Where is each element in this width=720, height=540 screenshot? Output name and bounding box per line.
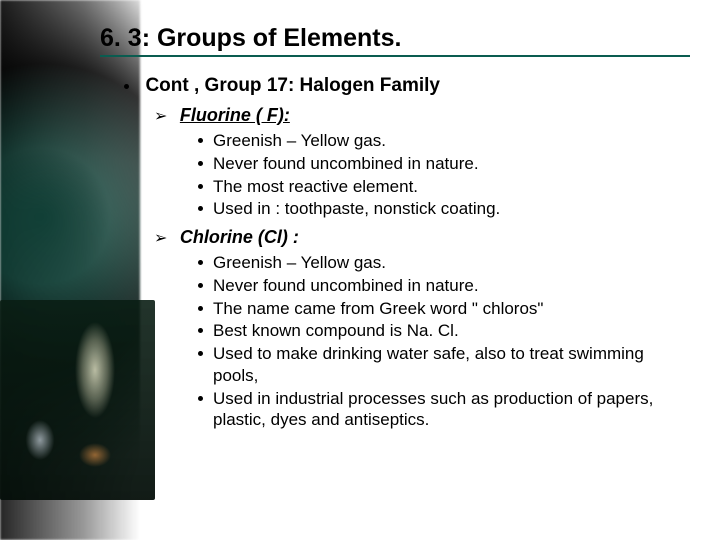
list-item: The most reactive element.	[198, 176, 690, 198]
list-item-text: Best known compound is Na. Cl.	[213, 320, 459, 342]
list-item-text: Greenish – Yellow gas.	[213, 130, 386, 152]
slide-title: 6. 3: Groups of Elements.	[100, 24, 690, 57]
list-item: The name came from Greek word " chloros"	[198, 298, 690, 320]
bullet-icon	[198, 206, 203, 211]
bullet-icon	[198, 351, 203, 356]
list-item-text: Used to make drinking water safe, also t…	[213, 343, 690, 387]
bullet-icon	[198, 306, 203, 311]
list-item: Used to make drinking water safe, also t…	[198, 343, 690, 387]
list-item-text: Used in : toothpaste, nonstick coating.	[213, 198, 500, 220]
bullet-icon	[198, 184, 203, 189]
list-item: Used in : toothpaste, nonstick coating.	[198, 198, 690, 220]
bullet-icon	[198, 260, 203, 265]
section-heading-text: Chlorine (Cl) :	[180, 227, 299, 247]
list-item: Greenish – Yellow gas.	[198, 130, 690, 152]
list-item: Never found uncombined in nature.	[198, 275, 690, 297]
slide-content: 6. 3: Groups of Elements. Cont , Group 1…	[0, 0, 720, 452]
list-item: Best known compound is Na. Cl.	[198, 320, 690, 342]
list-item-text: Never found uncombined in nature.	[213, 275, 479, 297]
section-heading-text: Fluorine ( F):	[180, 105, 290, 125]
list-item-text: Greenish – Yellow gas.	[213, 252, 386, 274]
list-item-text: The most reactive element.	[213, 176, 418, 198]
arrow-icon: ➢	[154, 228, 167, 248]
arrow-icon: ➢	[154, 106, 167, 126]
list-item: Used in industrial processes such as pro…	[198, 388, 690, 432]
section-heading-chlorine: ➢ Chlorine (Cl) :	[154, 227, 690, 248]
subtitle-row: Cont , Group 17: Halogen Family	[120, 75, 690, 97]
list-item-text: Never found uncombined in nature.	[213, 153, 479, 175]
bullet-icon	[198, 161, 203, 166]
list-item-text: Used in industrial processes such as pro…	[213, 388, 690, 432]
bullet-icon	[198, 283, 203, 288]
list-item: Greenish – Yellow gas.	[198, 252, 690, 274]
list-item: Never found uncombined in nature.	[198, 153, 690, 175]
bullet-icon	[198, 328, 203, 333]
list-item-text: The name came from Greek word " chloros"	[213, 298, 543, 320]
bullet-icon	[198, 138, 203, 143]
section-heading-fluorine: ➢ Fluorine ( F):	[154, 105, 690, 126]
bullet-icon	[124, 84, 129, 89]
bullet-icon	[198, 396, 203, 401]
subtitle-text: Cont , Group 17: Halogen Family	[145, 75, 440, 96]
